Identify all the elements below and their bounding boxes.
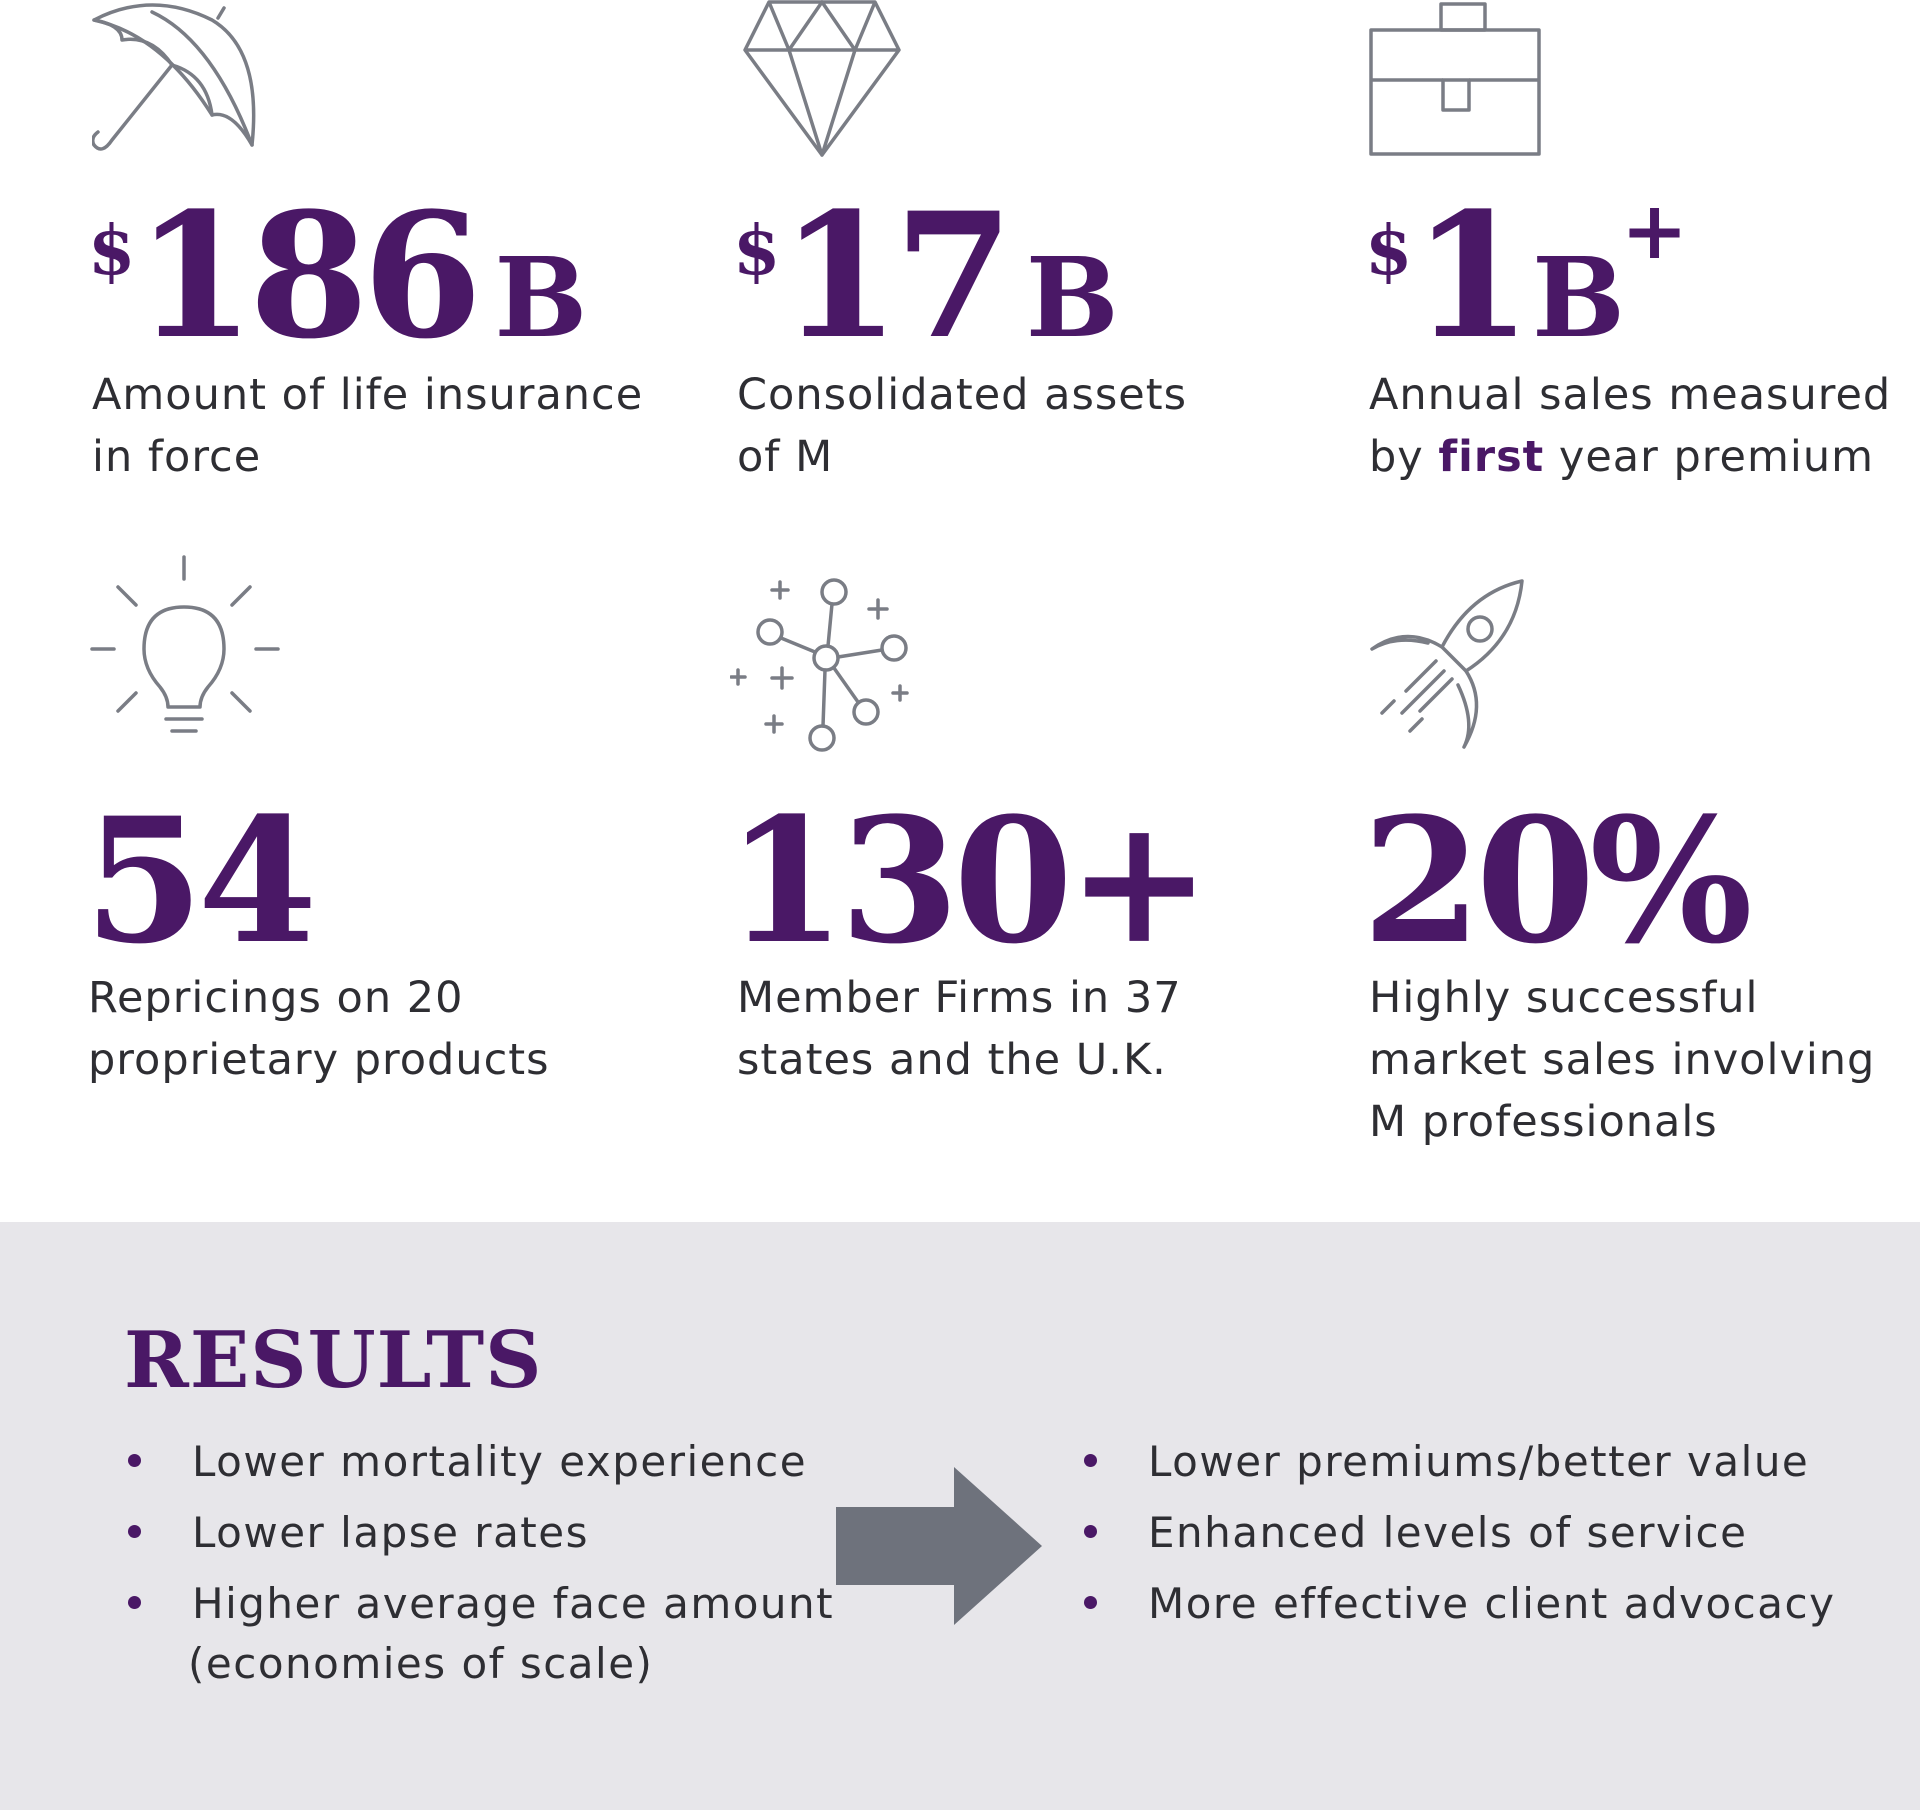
list-item-text: Higher average face amount <box>192 1579 835 1628</box>
list-item: Lower lapse rates <box>124 1503 834 1563</box>
umbrella-icon <box>92 0 292 170</box>
list-item-text: Enhanced levels of service <box>1148 1508 1748 1557</box>
lightbulb-icon <box>88 555 288 733</box>
list-item: Lower mortality experience <box>124 1432 834 1492</box>
bullet-icon <box>128 1454 141 1467</box>
stat-description: Annual sales measured by first year prem… <box>1369 364 1891 488</box>
stat-description: Highly successful market sales involving… <box>1369 967 1875 1153</box>
list-item-text: More effective client advocacy <box>1148 1579 1836 1628</box>
results-list-outcomes: Lower premiums/better value Enhanced lev… <box>1080 1432 1835 1645</box>
desc-line: proprietary products <box>88 1035 550 1085</box>
list-item: Enhanced levels of service <box>1080 1503 1835 1563</box>
desc-line: Member Firms in 37 <box>737 973 1182 1023</box>
bullet-icon <box>1084 1596 1097 1609</box>
bullet-icon <box>1084 1525 1097 1538</box>
desc-line: M professionals <box>1369 1097 1718 1147</box>
desc-line: by first year premium <box>1369 426 1891 488</box>
stat-number: 20% <box>1362 779 1753 982</box>
desc-line: Consolidated assets <box>737 370 1187 420</box>
stat-number: 17 <box>780 174 1013 377</box>
stat-number: 1 <box>1412 174 1532 377</box>
stat-unit: B <box>1532 233 1625 362</box>
stat-value: 130+ <box>726 795 1211 967</box>
desc-text: by <box>1369 432 1439 482</box>
list-item: Lower premiums/better value <box>1080 1432 1835 1492</box>
stat-description: Consolidated assets of M <box>737 364 1187 488</box>
currency-symbol: $ <box>733 211 781 291</box>
results-list-causes: Lower mortality experience Lower lapse r… <box>124 1432 834 1705</box>
right-arrow-icon <box>836 1467 1042 1625</box>
currency-symbol: $ <box>1365 211 1413 291</box>
currency-symbol: $ <box>88 211 136 291</box>
stat-value: 20% <box>1362 795 1753 967</box>
desc-line: market sales involving <box>1369 1035 1876 1085</box>
list-item-continuation: (economies of scale) <box>124 1634 834 1694</box>
stat-number: 186 <box>135 174 482 377</box>
list-item-text: (economies of scale) <box>188 1639 654 1688</box>
desc-line: Repricings on 20 <box>88 973 464 1023</box>
list-item: Higher average face amount <box>124 1574 834 1634</box>
list-item-text: Lower lapse rates <box>192 1508 589 1557</box>
stat-description: Member Firms in 37 states and the U.K. <box>737 967 1182 1091</box>
stat-number: 130+ <box>726 779 1211 982</box>
list-item-text: Lower mortality experience <box>192 1437 808 1486</box>
briefcase-icon <box>1369 0 1569 170</box>
desc-line: states and the U.K. <box>737 1035 1167 1085</box>
stat-value: $186 B <box>88 190 587 362</box>
stat-number: 54 <box>84 779 317 982</box>
diamond-icon <box>737 0 937 170</box>
list-item-text: Lower premiums/better value <box>1148 1437 1810 1486</box>
desc-line: Amount of life insurance <box>92 370 644 420</box>
desc-line: Annual sales measured <box>1369 370 1892 420</box>
plus-superscript: + <box>1621 183 1689 277</box>
stat-value: 54 <box>84 795 317 967</box>
stat-unit: B <box>494 233 588 362</box>
stat-unit: B <box>1025 233 1119 362</box>
results-title: RESULTS <box>124 1315 543 1406</box>
network-icon <box>730 570 930 752</box>
desc-line: of M <box>737 432 834 482</box>
desc-text: year premium <box>1544 432 1874 482</box>
desc-line: in force <box>92 432 262 482</box>
stat-description: Amount of life insurance in force <box>92 364 643 488</box>
desc-highlight: first <box>1438 432 1545 482</box>
results-panel: RESULTS Lower mortality experience Lower… <box>0 1222 1920 1810</box>
stat-value: $1B+ <box>1365 190 1688 362</box>
bullet-icon <box>128 1596 141 1609</box>
stat-value: $17 B <box>733 190 1119 362</box>
list-item: More effective client advocacy <box>1080 1574 1835 1634</box>
desc-line: Highly successful <box>1369 973 1759 1023</box>
bullet-icon <box>128 1525 141 1538</box>
bullet-icon <box>1084 1454 1097 1467</box>
rocket-icon <box>1366 575 1566 749</box>
stat-description: Repricings on 20 proprietary products <box>88 967 550 1091</box>
